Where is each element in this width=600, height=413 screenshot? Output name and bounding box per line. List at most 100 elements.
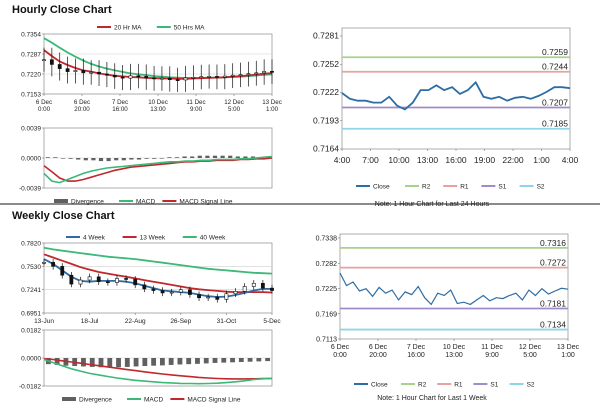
weekly-price-candle-body (215, 296, 220, 300)
hourly-price-candle-body (175, 79, 180, 81)
last-week-ytick-label: 0.7169 (316, 311, 338, 318)
hourly-price-candle-body (270, 71, 274, 73)
weekly-macd-divergence-bar (168, 358, 174, 365)
hourly-price-candle-body (120, 76, 125, 79)
hourly-macd-divergence-bar (205, 155, 210, 158)
last24-ytick-label: 0.7252 (313, 59, 339, 69)
hourly-price-plot-frame (43, 33, 273, 95)
hourly-macd-divergence-bar (220, 155, 225, 158)
last24-ytick-label: 0.7281 (313, 31, 339, 41)
weekly-macd-divergence-bar (54, 358, 60, 365)
last-week-legend-label: Close (371, 382, 388, 389)
hourly-price-candle-body (112, 74, 117, 78)
weekly-price-candle-body (197, 294, 201, 299)
weekly-price-candle-body (124, 278, 128, 280)
hourly-price-xtick-label: 7 Dec 16:00 (112, 99, 128, 113)
last-week-ytick-label: 0.7338 (316, 236, 338, 243)
hourly-macd-divergence-bar (121, 158, 126, 161)
hourly-macd-legend-label: Divergence (71, 199, 104, 206)
hourly-macd-divergence-bar (144, 158, 149, 159)
hourly-macd-divergence-bar (68, 158, 73, 159)
weekly-price-candle-body (115, 278, 119, 283)
last24-legend-label: R1 (460, 184, 469, 191)
last24-legend-label: R2 (422, 184, 431, 191)
last24-note: Note: 1 Hour Chart for Last 24 Hours (375, 201, 490, 208)
last-week-level-label: 0.7181 (540, 298, 566, 308)
weekly-price-candle-body (142, 284, 147, 290)
last-week-xtick-label: 13 Dec 1:00 (557, 344, 580, 359)
hourly-price-ytick-label: 0.7220 (21, 72, 41, 79)
hourly-macd-divergence-bar (212, 155, 218, 158)
hourly-macd-divergence-bar (53, 157, 58, 158)
hourly-price-candle-body (81, 70, 86, 74)
hourly-price-xtick-label: 6 Dec 0:00 (36, 99, 52, 113)
last-week-series-close (339, 272, 569, 306)
weekly-price-candle-body (251, 282, 256, 287)
hourly-price-legend-label: 20 Hr MA (114, 25, 142, 32)
hourly-price-candle-body (222, 75, 227, 78)
hourly-price-xtick-label: 10 Dec 13:00 (148, 99, 168, 113)
weekly-macd-divergence-bar (203, 358, 209, 364)
hourly-macd-divergence-bar (60, 158, 66, 159)
last-week-legend-label: S1 (490, 382, 498, 389)
last-week-level-label: 0.7316 (540, 238, 566, 248)
weekly-price-xtick-label: 31-Oct (217, 318, 237, 325)
weekly-price-candle-body (260, 282, 265, 289)
hourly-macd-divergence-bar (228, 155, 233, 158)
hourly-macd-divergence-bar (182, 156, 187, 158)
last24-xtick-label: 10:00 (388, 155, 410, 165)
hourly-macd-divergence-bar (136, 158, 142, 160)
last-week-xtick-label: 7 Dec 16:00 (407, 344, 426, 359)
hourly-macd-divergence-bar (83, 158, 88, 161)
last-week-level-label: 0.7272 (540, 258, 566, 268)
hourly-macd-legend-label: MACD Signal Line (179, 199, 232, 206)
hourly-price-candle-body (238, 74, 243, 76)
last-week-note: Note: 1 Hour Chart for Last 1 Week (377, 395, 487, 402)
last-week-ytick-label: 0.7282 (316, 261, 338, 268)
hourly-price-candle-body (65, 68, 70, 72)
hourly-price-candle-body (136, 75, 141, 78)
last24-xtick-label: 16:00 (445, 155, 467, 165)
hourly-price-candle-body (207, 76, 212, 78)
weekly-macd-legend-label: Divergence (79, 397, 112, 404)
hourly-price-candle-body (167, 77, 172, 80)
hourly-price-xtick-label: 13 Dec 1:00 (262, 99, 282, 113)
weekly-macd-ytick-label: 0.0182 (21, 328, 41, 335)
weekly-macd-divergence-bar (133, 358, 139, 367)
weekly-price-xtick-label: 18-Jul (81, 318, 99, 325)
weekly-price-candle-body (105, 281, 110, 283)
last24-legend-label: S2 (537, 184, 545, 191)
weekly-price-candle-body (151, 288, 156, 291)
weekly-macd-divergence-bar (177, 358, 183, 365)
hourly-macd-divergence-bar (174, 157, 180, 158)
hourly-price-ytick-label: 0.7153 (21, 92, 41, 99)
weekly-macd-legend-label: MACD Signal Line (187, 397, 240, 404)
weekly-macd-divergence-bar (256, 358, 262, 362)
hourly-macd-divergence-bar (159, 158, 164, 159)
hourly-price-candle-body (191, 76, 196, 79)
hourly-price-ytick-label: 0.7287 (21, 52, 41, 59)
weekly-section-title: Weekly Close Chart (12, 210, 115, 222)
hourly-price-xtick-label: 11 Dec 9:00 (186, 99, 205, 113)
hourly-macd-divergence-bar (190, 156, 195, 158)
last-week-xtick-label: 10 Dec 13:00 (443, 344, 466, 359)
last24-plot-frame (341, 27, 571, 150)
weekly-macd-ytick-label: 0.0000 (21, 356, 41, 363)
hourly-price-series-20-hr-ma (43, 49, 273, 80)
last-week-legend-label: R1 (454, 382, 463, 389)
hourly-macd-ytick-label: -0.0039 (19, 186, 41, 193)
weekly-price-candle-body (169, 291, 174, 294)
hourly-macd-divergence-bar (98, 158, 104, 162)
hourly-price-candle-body (254, 72, 259, 75)
section-divider (0, 203, 600, 205)
weekly-price-candle-body (42, 262, 46, 264)
weekly-macd-divergence-bar (124, 358, 130, 367)
weekly-price-xtick-label: 22-Aug (125, 318, 146, 325)
weekly-price-candle-body (69, 274, 74, 285)
hourly-macd-divergence-bar (152, 158, 157, 159)
weekly-price-ytick-label: 0.6951 (21, 311, 41, 318)
weekly-macd-divergence-bar (265, 358, 271, 362)
hourly-price-candle-body (230, 74, 235, 77)
weekly-price-ytick-label: 0.7241 (21, 287, 41, 294)
weekly-price-ytick-label: 0.7820 (21, 241, 41, 248)
